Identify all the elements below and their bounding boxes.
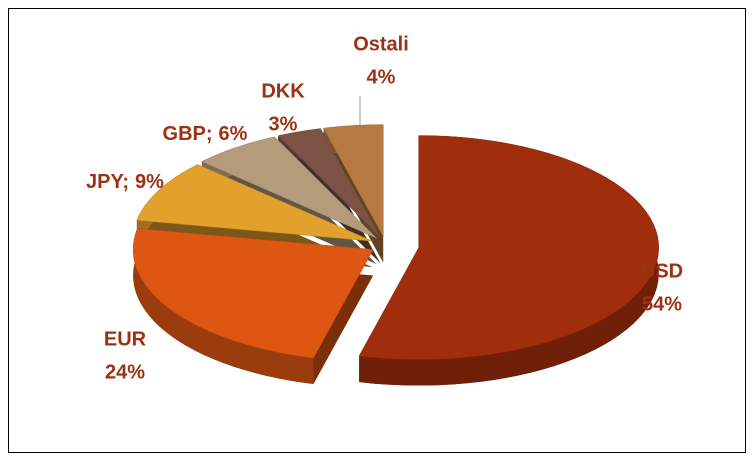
slice <box>358 135 659 360</box>
slice <box>277 128 381 238</box>
data-label: GBP; 6% <box>163 123 248 145</box>
data-label-category: EUR <box>104 328 147 350</box>
data-label-category: JPY; <box>86 171 129 193</box>
slice <box>201 136 377 239</box>
slice <box>323 124 384 237</box>
slice <box>136 164 373 242</box>
data-label: JPY; 9% <box>86 171 164 193</box>
slice-side <box>359 135 659 386</box>
data-label-value: 4% <box>367 66 396 88</box>
data-label-category: Ostali <box>353 33 409 55</box>
slice <box>132 228 374 359</box>
data-label-value: 3% <box>269 113 298 135</box>
data-label-category: GBP; <box>163 123 213 145</box>
data-label-value: 24% <box>105 361 145 383</box>
data-label-value: 6% <box>219 123 248 145</box>
data-label-category: DKK <box>261 80 305 102</box>
data-label-value: 9% <box>135 171 164 193</box>
slice-side <box>133 228 314 384</box>
data-label-category: USD <box>641 260 683 282</box>
data-label-value: 54% <box>642 293 682 315</box>
